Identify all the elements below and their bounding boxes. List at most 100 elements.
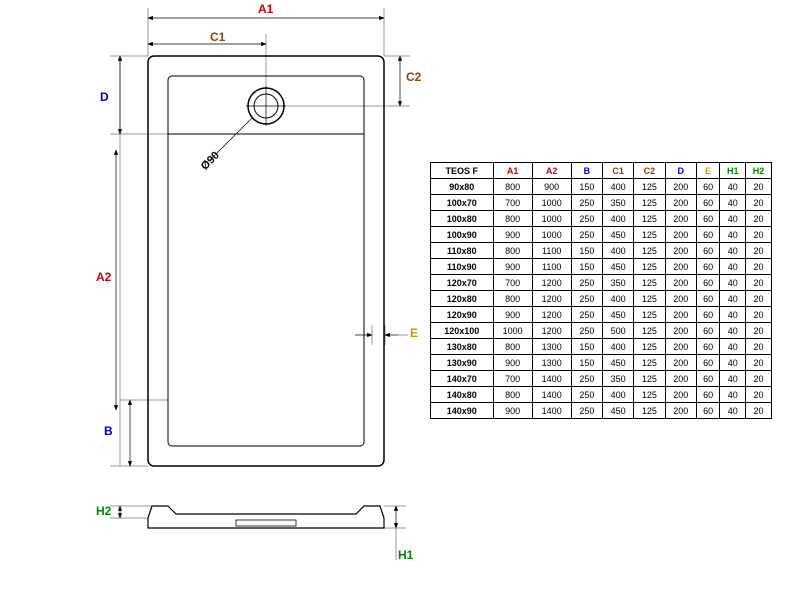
table-cell: 1300 bbox=[532, 339, 571, 355]
table-cell: 800 bbox=[493, 339, 532, 355]
table-cell: 200 bbox=[665, 387, 696, 403]
table-cell: 60 bbox=[696, 227, 719, 243]
table-cell: 125 bbox=[634, 243, 665, 259]
table-row: 140x707001400250350125200604020 bbox=[431, 371, 772, 387]
table-cell: 1200 bbox=[532, 307, 571, 323]
table-cell: 40 bbox=[720, 243, 746, 259]
table-cell: 20 bbox=[746, 211, 772, 227]
table-cell: 200 bbox=[665, 291, 696, 307]
table-cell: 1400 bbox=[532, 403, 571, 419]
table-cell: 1400 bbox=[532, 371, 571, 387]
table-row: 110x808001100150400125200604020 bbox=[431, 243, 772, 259]
table-cell: 450 bbox=[603, 259, 634, 275]
table-cell: 400 bbox=[603, 291, 634, 307]
table-cell: 250 bbox=[571, 211, 602, 227]
table-cell: 125 bbox=[634, 355, 665, 371]
table-cell: 1200 bbox=[532, 323, 571, 339]
table-header: H1 bbox=[720, 163, 746, 179]
table-cell: 40 bbox=[720, 275, 746, 291]
table-cell: 250 bbox=[571, 323, 602, 339]
table-cell: 450 bbox=[603, 307, 634, 323]
label-a2: A2 bbox=[96, 270, 111, 284]
table-cell: 250 bbox=[571, 403, 602, 419]
table-row: 120x909001200250450125200604020 bbox=[431, 307, 772, 323]
label-d: D bbox=[100, 90, 109, 104]
table-cell: 200 bbox=[665, 355, 696, 371]
table-cell: 200 bbox=[665, 371, 696, 387]
table-cell: 40 bbox=[720, 227, 746, 243]
table-cell: 140x90 bbox=[431, 403, 494, 419]
table-cell: 60 bbox=[696, 275, 719, 291]
table-row: 100x707001000250350125200604020 bbox=[431, 195, 772, 211]
table-cell: 20 bbox=[746, 227, 772, 243]
table-cell: 40 bbox=[720, 259, 746, 275]
table-cell: 60 bbox=[696, 243, 719, 259]
table-cell: 60 bbox=[696, 211, 719, 227]
diagram-container: A1 C1 C2 D A2 B E H2 H1 Ø90 TEOS FA1A2BC… bbox=[0, 0, 800, 600]
table-cell: 250 bbox=[571, 387, 602, 403]
table-row: 130x909001300150450125200604020 bbox=[431, 355, 772, 371]
table-cell: 350 bbox=[603, 195, 634, 211]
table-cell: 800 bbox=[493, 243, 532, 259]
table-cell: 40 bbox=[720, 323, 746, 339]
table-cell: 20 bbox=[746, 243, 772, 259]
table-cell: 120x70 bbox=[431, 275, 494, 291]
table-cell: 40 bbox=[720, 195, 746, 211]
table-cell: 400 bbox=[603, 211, 634, 227]
table-cell: 100x80 bbox=[431, 211, 494, 227]
table-cell: 400 bbox=[603, 387, 634, 403]
table-cell: 60 bbox=[696, 259, 719, 275]
tray-inner bbox=[168, 76, 364, 446]
table-cell: 125 bbox=[634, 323, 665, 339]
table-header: B bbox=[571, 163, 602, 179]
table-cell: 900 bbox=[493, 227, 532, 243]
table-cell: 200 bbox=[665, 339, 696, 355]
table-cell: 800 bbox=[493, 291, 532, 307]
side-profile bbox=[148, 506, 384, 528]
table-cell: 125 bbox=[634, 275, 665, 291]
table-cell: 800 bbox=[493, 211, 532, 227]
table-row: 120x707001200250350125200604020 bbox=[431, 275, 772, 291]
table-cell: 140x80 bbox=[431, 387, 494, 403]
table-row: 110x909001100150450125200604020 bbox=[431, 259, 772, 275]
table-row: 120x10010001200250500125200604020 bbox=[431, 323, 772, 339]
table-header: C1 bbox=[603, 163, 634, 179]
table-cell: 1400 bbox=[532, 387, 571, 403]
table-cell: 900 bbox=[493, 403, 532, 419]
table-cell: 125 bbox=[634, 211, 665, 227]
table-cell: 130x80 bbox=[431, 339, 494, 355]
table-cell: 200 bbox=[665, 243, 696, 259]
table-cell: 150 bbox=[571, 355, 602, 371]
table-cell: 150 bbox=[571, 339, 602, 355]
table-cell: 40 bbox=[720, 355, 746, 371]
table-cell: 1200 bbox=[532, 275, 571, 291]
label-h1: H1 bbox=[398, 548, 413, 562]
table-cell: 125 bbox=[634, 339, 665, 355]
table-cell: 250 bbox=[571, 371, 602, 387]
table-cell: 250 bbox=[571, 195, 602, 211]
table-cell: 200 bbox=[665, 323, 696, 339]
table-cell: 125 bbox=[634, 387, 665, 403]
table-cell: 400 bbox=[603, 339, 634, 355]
table-cell: 125 bbox=[634, 259, 665, 275]
table-cell: 90x80 bbox=[431, 179, 494, 195]
table-cell: 120x100 bbox=[431, 323, 494, 339]
table-cell: 900 bbox=[532, 179, 571, 195]
table-cell: 900 bbox=[493, 259, 532, 275]
table-cell: 60 bbox=[696, 195, 719, 211]
table-cell: 700 bbox=[493, 275, 532, 291]
table-cell: 200 bbox=[665, 275, 696, 291]
table-cell: 1100 bbox=[532, 259, 571, 275]
table-cell: 40 bbox=[720, 307, 746, 323]
table-cell: 20 bbox=[746, 387, 772, 403]
table-cell: 150 bbox=[571, 243, 602, 259]
table-cell: 200 bbox=[665, 259, 696, 275]
table-cell: 110x90 bbox=[431, 259, 494, 275]
table-cell: 250 bbox=[571, 307, 602, 323]
dimension-table: TEOS FA1A2BC1C2DEH1H2 90x808009001504001… bbox=[430, 162, 772, 419]
table-cell: 60 bbox=[696, 307, 719, 323]
table-cell: 60 bbox=[696, 323, 719, 339]
table-cell: 400 bbox=[603, 179, 634, 195]
table-cell: 20 bbox=[746, 291, 772, 307]
table-cell: 40 bbox=[720, 403, 746, 419]
